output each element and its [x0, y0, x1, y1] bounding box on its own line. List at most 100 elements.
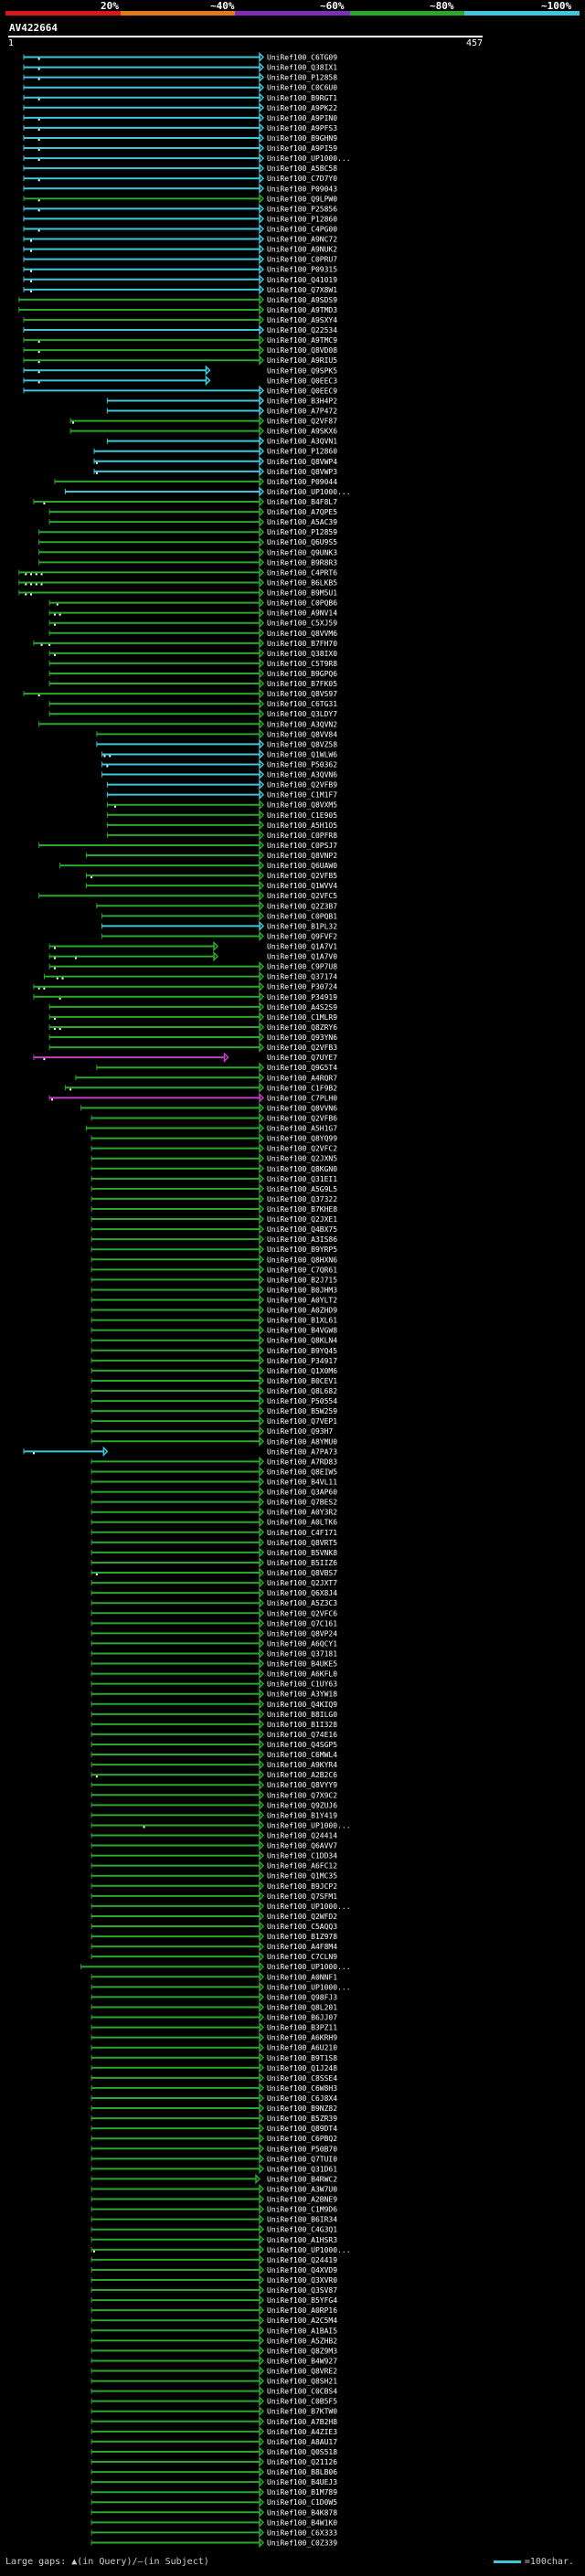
hit-label[interactable]: UniRef100_Q8KGN0: [267, 1165, 337, 1173]
hit-row[interactable]: UniRef100_Q1WVV4: [85, 880, 337, 891]
hit-row[interactable]: UniRef100_Q7SFM1: [90, 1891, 337, 1902]
hit-label[interactable]: UniRef100_B4UEJ3: [267, 2478, 337, 2486]
hit-label[interactable]: UniRef100_A9PK22: [267, 104, 337, 112]
hit-row[interactable]: UniRef100_Q4BX75: [90, 1224, 337, 1235]
hit-label[interactable]: UniRef100_Q8HXN6: [267, 1256, 337, 1264]
hit-label[interactable]: UniRef100_Q9LPW0: [267, 195, 337, 203]
hit-label[interactable]: UniRef100_A9TMC9: [267, 336, 337, 345]
hit-row[interactable]: UniRef100_Q8KLN4: [90, 1334, 337, 1346]
hit-label[interactable]: UniRef100_B1PL32: [267, 922, 337, 930]
hit-row[interactable]: UniRef100_B5IIZ6: [90, 1557, 337, 1568]
hit-row[interactable]: UniRef100_Q4SGP5: [90, 1739, 337, 1750]
hit-label[interactable]: UniRef100_Q8Z9M3: [267, 2347, 337, 2355]
hit-row[interactable]: UniRef100_Q7C161: [90, 1617, 337, 1629]
hit-label[interactable]: UniRef100_C5T9R8: [267, 660, 337, 668]
hit-label[interactable]: UniRef100_C0C6U0: [267, 84, 337, 92]
hit-row[interactable]: UniRef100_B4F8L7: [33, 496, 337, 507]
hit-row[interactable]: UniRef100_A0ZHD9: [90, 1304, 337, 1316]
hit-label[interactable]: UniRef100_A2C5M4: [267, 2316, 337, 2325]
hit-label[interactable]: UniRef100_A8AU17: [267, 2438, 337, 2446]
hit-label[interactable]: UniRef100_P50B70: [267, 2145, 337, 2153]
hit-row[interactable]: UniRef100_Q8VP24: [90, 1627, 337, 1639]
hit-label[interactable]: UniRef100_A5H1G7: [267, 1125, 337, 1133]
hit-row[interactable]: UniRef100_A9NV14: [48, 607, 337, 619]
hit-label[interactable]: UniRef100_C1E905: [267, 811, 337, 820]
hit-row[interactable]: UniRef100_A9TMD3: [18, 304, 337, 315]
hit-label[interactable]: UniRef100_A9SXY4: [267, 316, 337, 324]
hit-row[interactable]: UniRef100_Q2VFB3: [48, 1042, 337, 1053]
hit-label[interactable]: UniRef100_C1MLR9: [267, 1013, 337, 1022]
hit-row[interactable]: UniRef100_C1UY63: [90, 1678, 337, 1690]
hit-row[interactable]: UniRef100_C7QR61: [90, 1264, 337, 1276]
hit-row[interactable]: UniRef100_A7PA73: [23, 1446, 337, 1458]
hit-row[interactable]: UniRef100_A1BAI5: [90, 2325, 337, 2337]
hit-label[interactable]: UniRef100_Q9SPK5: [267, 366, 337, 375]
hit-row[interactable]: UniRef100_A7RD83: [90, 1456, 337, 1468]
hit-row[interactable]: UniRef100_Q93H7: [90, 1426, 333, 1437]
hit-label[interactable]: UniRef100_Q24419: [267, 2256, 337, 2264]
hit-label[interactable]: UniRef100_Q8VWP4: [267, 458, 337, 466]
hit-row[interactable]: UniRef100_A0YLT2: [90, 1294, 337, 1306]
hit-row[interactable]: UniRef100_Q8VV84: [96, 728, 337, 740]
hit-label[interactable]: UniRef100_C8SSE4: [267, 2074, 337, 2083]
hit-row[interactable]: UniRef100_Q1WLW6: [101, 748, 338, 760]
hit-label[interactable]: UniRef100_Q2JXT7: [267, 1579, 337, 1587]
hit-row[interactable]: UniRef100_Q8VZ58: [96, 738, 337, 750]
hit-row[interactable]: UniRef100_B9YQ45: [90, 1344, 337, 1356]
hit-row[interactable]: UniRef100_B7KHE8: [90, 1203, 337, 1214]
hit-row[interactable]: UniRef100_B4W927: [90, 2355, 337, 2367]
hit-row[interactable]: UniRef100_Q7BES2: [90, 1496, 337, 1508]
hit-label[interactable]: UniRef100_C6MWL4: [267, 1751, 337, 1759]
hit-label[interactable]: UniRef100_Q7X8W1: [267, 286, 337, 294]
hit-label[interactable]: UniRef100_Q8VVM6: [267, 630, 337, 638]
hit-label[interactable]: UniRef100_B9NZ82: [267, 2104, 337, 2113]
hit-row[interactable]: UniRef100_Q2VFC6: [90, 1607, 337, 1619]
hit-row[interactable]: UniRef100_UP1000...: [90, 1901, 351, 1912]
hit-row[interactable]: UniRef100_A7B2H8: [90, 2415, 337, 2427]
hit-label[interactable]: UniRef100_Q1WLW6: [267, 750, 337, 758]
hit-row[interactable]: UniRef100_Q3LDY7: [48, 708, 337, 720]
hit-row[interactable]: UniRef100_C1MLR9: [48, 1012, 337, 1023]
hit-label[interactable]: UniRef100_Q41019: [267, 276, 337, 284]
hit-label[interactable]: UniRef100_B5W259: [267, 1407, 337, 1415]
hit-label[interactable]: UniRef100_Q1MC35: [267, 1872, 337, 1881]
hit-label[interactable]: UniRef100_A1BAI5: [267, 2327, 337, 2335]
hit-row[interactable]: UniRef100_Q89DT4: [90, 2123, 337, 2134]
hit-label[interactable]: UniRef100_C6PBQ2: [267, 2135, 337, 2143]
hit-row[interactable]: UniRef100_P30724: [33, 981, 337, 992]
hit-label[interactable]: UniRef100_Q93H7: [267, 1427, 333, 1436]
hit-label[interactable]: UniRef100_C4PG00: [267, 225, 337, 233]
hit-label[interactable]: UniRef100_B9GPQ6: [267, 670, 337, 678]
hit-label[interactable]: UniRef100_P50362: [267, 760, 337, 769]
hit-row[interactable]: UniRef100_B0CEV1: [90, 1375, 337, 1386]
hit-row[interactable]: UniRef100_A0LTK6: [90, 1516, 337, 1528]
hit-label[interactable]: UniRef100_B1Y419: [267, 1811, 337, 1819]
hit-row[interactable]: UniRef100_Q41019: [23, 273, 337, 285]
hit-label[interactable]: UniRef100_Q89DT4: [267, 2125, 337, 2133]
hit-label[interactable]: UniRef100_B7FH70: [267, 640, 337, 648]
hit-label[interactable]: UniRef100_C4F171: [267, 1529, 337, 1537]
hit-row[interactable]: UniRef100_Q2VFB5: [85, 870, 337, 881]
hit-label[interactable]: UniRef100_Q8VRE2: [267, 2368, 337, 2376]
hit-row[interactable]: UniRef100_Q7UYE7: [33, 1052, 337, 1063]
hit-row[interactable]: UniRef100_A9SKX6: [69, 425, 337, 437]
hit-label[interactable]: UniRef100_Q4KIQ9: [267, 1701, 337, 1709]
hit-label[interactable]: UniRef100_Q98FJ3: [267, 1993, 337, 2001]
hit-row[interactable]: UniRef100_B1M789: [90, 2486, 337, 2497]
hit-row[interactable]: UniRef100_Q8VRT5: [90, 1537, 337, 1548]
hit-row[interactable]: UniRef100_A9PK22: [23, 102, 337, 113]
hit-label[interactable]: UniRef100_Q31D61: [267, 2165, 337, 2173]
hit-row[interactable]: UniRef100_Q3XVR0: [90, 2274, 337, 2285]
hit-label[interactable]: UniRef100_Q8VWP3: [267, 468, 337, 476]
hit-row[interactable]: UniRef100_B0JHM3: [90, 1284, 337, 1296]
hit-row[interactable]: UniRef100_A9NC72: [23, 233, 337, 245]
hit-label[interactable]: UniRef100_C4PRT6: [267, 568, 337, 577]
hit-row[interactable]: UniRef100_Q38IX0: [48, 648, 337, 659]
hit-label[interactable]: UniRef100_Q8VD08: [267, 346, 337, 355]
hit-row[interactable]: UniRef100_Q8ZRY6: [48, 1022, 337, 1033]
hit-row[interactable]: UniRef100_Q3SV87: [90, 2284, 337, 2295]
hit-row[interactable]: UniRef100_Q4XVD9: [90, 2264, 337, 2275]
hit-label[interactable]: UniRef100_P12860: [267, 215, 337, 223]
hit-row[interactable]: UniRef100_Q74E16: [90, 1729, 337, 1740]
hit-label[interactable]: UniRef100_Q1A7V0: [267, 953, 337, 961]
